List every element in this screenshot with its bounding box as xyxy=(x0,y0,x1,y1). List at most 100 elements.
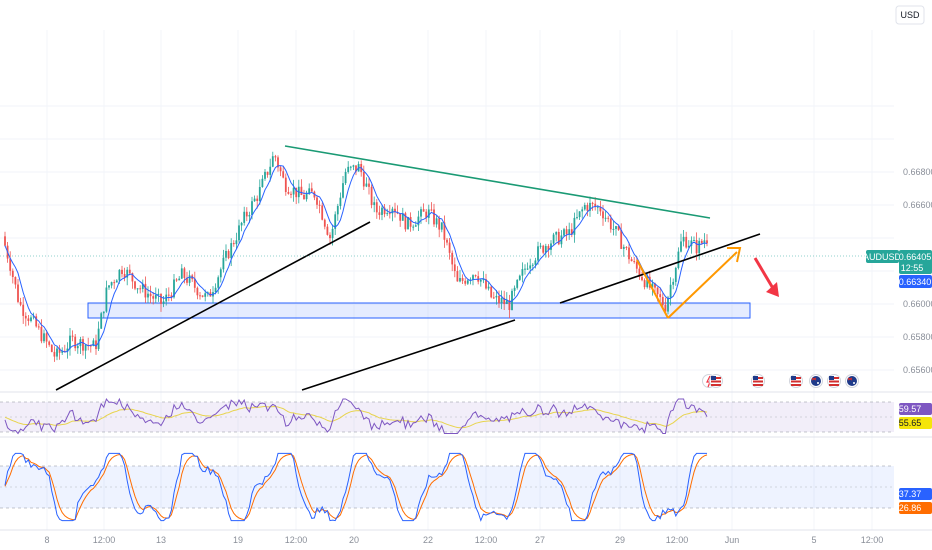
candle-down xyxy=(453,264,456,272)
candle-up xyxy=(583,205,586,210)
candle-up xyxy=(136,288,139,290)
candle-down xyxy=(295,187,298,198)
candle-down xyxy=(383,207,386,215)
candle-up xyxy=(334,214,337,229)
currency-box[interactable]: USD xyxy=(895,5,925,25)
candle-down xyxy=(227,250,230,259)
candle-up xyxy=(248,214,251,217)
rsi-value-tag: 59.57 xyxy=(899,403,932,415)
candle-up xyxy=(472,275,474,280)
candle-down xyxy=(27,318,30,321)
us-flag-icon[interactable] xyxy=(709,374,723,388)
candle-up xyxy=(482,279,485,281)
time-tick-label: 20 xyxy=(349,535,359,545)
candle-up xyxy=(589,202,591,211)
us-flag-icon[interactable] xyxy=(751,374,765,388)
candle-down xyxy=(170,295,173,298)
support-trendline-2[interactable] xyxy=(301,319,516,391)
candle-down xyxy=(443,222,446,240)
candle-down xyxy=(368,183,370,187)
candle-down xyxy=(664,304,667,312)
candle-down xyxy=(635,261,638,269)
stoch-d-line xyxy=(4,453,708,521)
candle-down xyxy=(321,205,324,220)
time-tick-label: 12:00 xyxy=(666,535,689,545)
candle-down xyxy=(542,245,545,253)
time-tick-label: 13 xyxy=(156,535,166,545)
candle-down xyxy=(282,171,285,178)
candle-down xyxy=(586,205,589,211)
resistance-trendline[interactable] xyxy=(284,145,711,219)
candle-up xyxy=(677,251,680,268)
candle-up xyxy=(92,340,95,347)
candle-down xyxy=(82,339,84,351)
support-trendline-1[interactable] xyxy=(55,221,371,391)
candle-up xyxy=(339,197,342,206)
candle-up xyxy=(157,293,160,295)
candle-up xyxy=(513,287,516,291)
stoch-k-value: 37.37 xyxy=(899,489,922,499)
candle-down xyxy=(438,218,441,230)
candle-down xyxy=(508,300,511,311)
candle-down xyxy=(74,336,77,349)
candle-up xyxy=(352,165,355,167)
candle-down xyxy=(329,234,331,239)
candle-down xyxy=(659,294,662,298)
candle-up xyxy=(604,217,607,219)
candle-up xyxy=(667,297,669,312)
candle-up xyxy=(336,205,339,215)
candle-down xyxy=(594,203,597,208)
candle-down xyxy=(318,204,321,206)
previous-close-tag: 0.66340 xyxy=(899,275,932,288)
candle-down xyxy=(404,213,407,230)
candle-down xyxy=(643,280,646,288)
candle-down xyxy=(638,268,641,277)
time-axis[interactable]: 8 12:00 13 19 12:00 20 22 12:00 27 29 12:00 Jun 5 12:… xyxy=(44,535,883,545)
candle-up xyxy=(97,328,100,350)
candle-up xyxy=(537,246,539,261)
candle-up xyxy=(487,286,490,289)
candle-down xyxy=(245,211,248,217)
candle-up xyxy=(347,166,350,172)
candle-up xyxy=(596,206,599,208)
main-grid xyxy=(0,30,894,530)
candle-up xyxy=(417,216,420,226)
candle-up xyxy=(680,241,682,252)
au-flag-icon[interactable] xyxy=(845,374,859,388)
candle-up xyxy=(331,228,334,239)
time-tick-label: 19 xyxy=(233,535,243,545)
candle-up xyxy=(674,267,677,282)
candle-up xyxy=(102,311,105,314)
candle-down xyxy=(464,280,467,284)
candle-up xyxy=(687,245,690,248)
support-trendline-3[interactable] xyxy=(559,233,761,304)
candle-up xyxy=(612,228,615,230)
candle-down xyxy=(199,295,201,297)
us-flag-icon[interactable] xyxy=(789,374,803,388)
candle-up xyxy=(693,240,695,242)
candle-down xyxy=(628,247,630,260)
candle-down xyxy=(630,259,633,262)
orange-leg-down[interactable] xyxy=(636,259,669,319)
candle-up xyxy=(703,240,706,244)
candle-up xyxy=(214,287,217,293)
candle-up xyxy=(141,283,144,289)
candle-down xyxy=(378,212,381,215)
candle-up xyxy=(32,316,35,318)
moving-average-line xyxy=(4,165,708,353)
candle-down xyxy=(316,197,318,205)
candle-down xyxy=(149,293,152,297)
candle-down xyxy=(131,273,134,282)
candle-down xyxy=(485,279,487,289)
candle-down xyxy=(620,229,623,249)
candle-down xyxy=(607,217,610,219)
au-flag-icon[interactable] xyxy=(809,374,823,388)
us-flag-icon[interactable] xyxy=(827,374,841,388)
candle-up xyxy=(126,269,129,278)
candle-up xyxy=(576,217,578,219)
orange-leg-up[interactable] xyxy=(667,251,738,319)
candle-up xyxy=(381,207,383,215)
candle-up xyxy=(110,282,113,286)
